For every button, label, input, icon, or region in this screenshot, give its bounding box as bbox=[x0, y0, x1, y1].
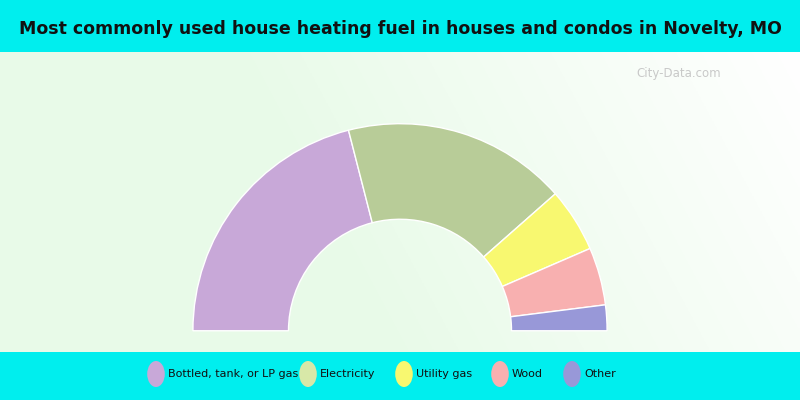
Ellipse shape bbox=[395, 361, 413, 387]
Ellipse shape bbox=[491, 361, 509, 387]
Wedge shape bbox=[349, 124, 555, 257]
Text: Utility gas: Utility gas bbox=[416, 369, 472, 379]
Ellipse shape bbox=[299, 361, 317, 387]
Wedge shape bbox=[193, 130, 372, 331]
Text: Most commonly used house heating fuel in houses and condos in Novelty, MO: Most commonly used house heating fuel in… bbox=[18, 20, 782, 38]
Ellipse shape bbox=[563, 361, 581, 387]
Text: Electricity: Electricity bbox=[320, 369, 375, 379]
Text: Other: Other bbox=[584, 369, 616, 379]
Text: Wood: Wood bbox=[512, 369, 543, 379]
Text: City-Data.com: City-Data.com bbox=[637, 67, 722, 80]
Text: Bottled, tank, or LP gas: Bottled, tank, or LP gas bbox=[168, 369, 298, 379]
Wedge shape bbox=[510, 305, 607, 331]
Wedge shape bbox=[484, 194, 590, 286]
Wedge shape bbox=[502, 248, 606, 317]
Ellipse shape bbox=[147, 361, 165, 387]
